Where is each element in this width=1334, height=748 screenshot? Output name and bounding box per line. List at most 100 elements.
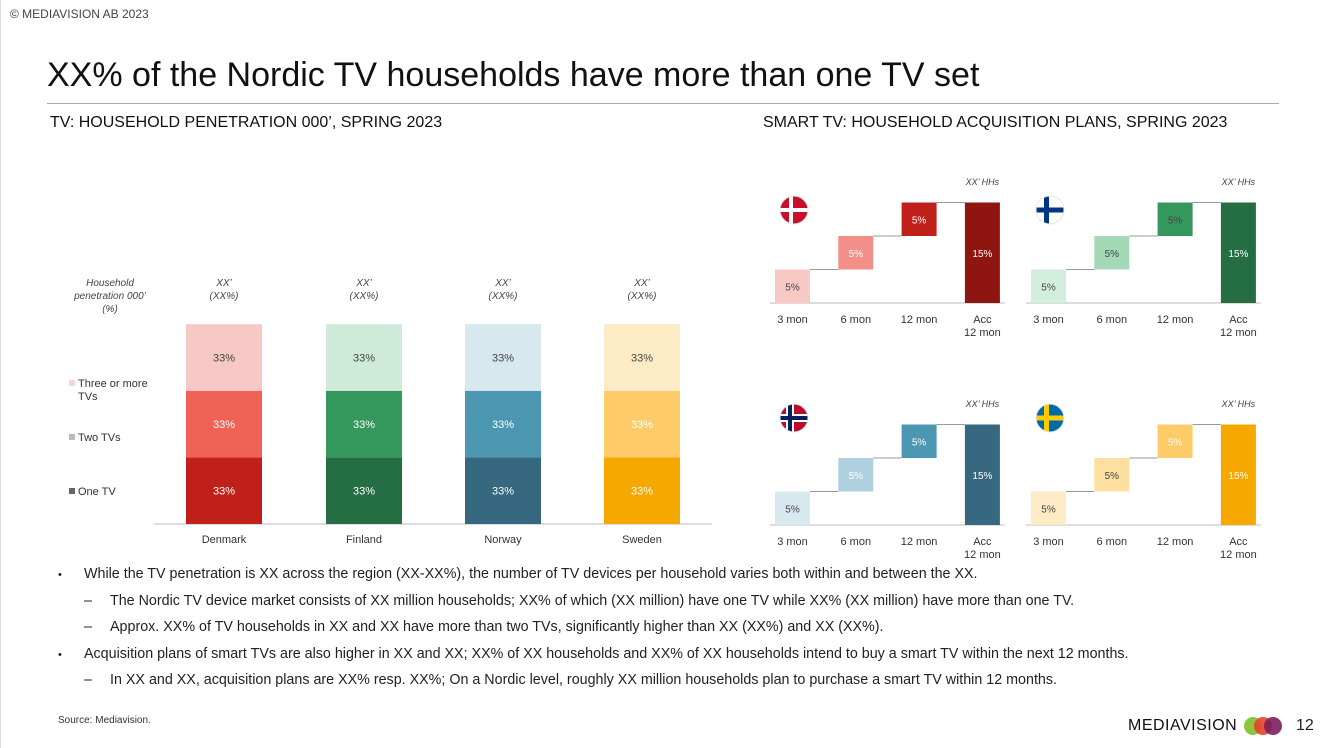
unit-label: XX’ HHs [965, 177, 1000, 187]
waterfall-data-label: 5% [849, 249, 864, 260]
waterfall-bar [1157, 202, 1193, 236]
bullet-marker: – [84, 592, 92, 609]
bullet-item: – The Nordic TV device market consists of… [58, 593, 1288, 620]
total-label: (XX%) [210, 291, 239, 302]
waterfall-data-label: 5% [1105, 249, 1120, 260]
legend-one-tv-swatch [69, 488, 75, 494]
bullet-item: – In XX and XX, acquisition plans are XX%… [58, 672, 1288, 699]
bar-data-label: 33% [631, 419, 653, 431]
denmark-flag-icon [779, 195, 809, 225]
mediavision-logo-text: MEDIAVISION [1128, 717, 1238, 734]
flag-body [1036, 196, 1064, 224]
flag-cross-h [1036, 415, 1064, 421]
acquisition-chart-heading: SMART TV: HOUSEHOLD ACQUISITION PLANS, S… [763, 114, 1228, 131]
waterfall-category-label: 12 mon [1220, 549, 1257, 561]
mediavision-logo-icon [1244, 717, 1284, 735]
waterfall-data-label: 5% [1168, 215, 1183, 226]
header-label-line: Household [86, 278, 134, 289]
waterfall-bar [1031, 491, 1066, 525]
waterfall-data-label: 15% [972, 471, 992, 482]
legend-two-tvs: Two TVs [78, 432, 121, 444]
bullet-text: The Nordic TV device market consists of … [110, 592, 1075, 609]
bullet-marker: • [58, 648, 62, 661]
waterfall-data-label: 15% [972, 249, 992, 260]
waterfall-category-label: 6 mon [1097, 314, 1128, 326]
total-label: XX’ [494, 278, 511, 289]
waterfall-data-label: 5% [1041, 504, 1056, 515]
bar-data-label: 33% [492, 419, 514, 431]
total-label: XX’ [355, 278, 372, 289]
bullet-marker: – [84, 619, 92, 635]
waterfall-category-label: 6 mon [841, 536, 872, 548]
waterfall-data-label: 5% [912, 437, 927, 448]
waterfall-category-label: 3 mon [1033, 536, 1064, 548]
waterfall-category-label: Acc [1229, 536, 1248, 548]
bar-segment [604, 390, 680, 458]
bar-segment [326, 324, 402, 391]
bullet-text: Acquisition plans of smart TVs are also … [84, 645, 1129, 662]
title-divider [47, 103, 1279, 104]
bar-segment [604, 324, 680, 391]
waterfall-category-label: 12 mon [901, 536, 938, 548]
waterfall-bar [1094, 458, 1130, 492]
legend-three-or-more-cont: TVs [78, 391, 98, 403]
bar-data-label: 33% [492, 486, 514, 498]
waterfall-category-label: 12 mon [964, 327, 1001, 339]
waterfall-data-label: 5% [1105, 471, 1120, 482]
waterfall-bar [1094, 236, 1130, 270]
waterfall-data-label: 5% [785, 282, 800, 293]
bullet-marker: – [84, 672, 92, 688]
unit-label: XX’ HHs [1221, 177, 1256, 187]
bar-segment [186, 457, 262, 524]
bullet-text: In XX and XX, acquisition plans are XX% … [110, 672, 1057, 688]
waterfall-category-label: 3 mon [777, 314, 808, 326]
flag-ring [779, 403, 809, 433]
total-label: (XX%) [350, 291, 379, 302]
bar-segment [465, 457, 541, 524]
flag-body [780, 404, 808, 432]
total-label: XX’ [215, 278, 232, 289]
sweden-flag-icon [1035, 403, 1065, 433]
header-label-line: penetration 000’ [73, 291, 147, 302]
waterfall-category-label: Acc [1229, 314, 1248, 326]
bullet-item: – Approx. XX% of TV households in XX and … [58, 619, 1288, 646]
waterfall-category-label: Acc [973, 314, 992, 326]
flag-ring [1035, 195, 1065, 225]
flag-cross-v [1044, 196, 1049, 224]
flag-cross-h [780, 208, 808, 212]
waterfall-bar [775, 269, 810, 303]
waterfall-category-label: 12 mon [1157, 314, 1194, 326]
legend-three-or-more-swatch [69, 380, 75, 386]
category-label: Sweden [622, 534, 662, 546]
category-label: Norway [484, 534, 522, 546]
bar-data-label: 33% [213, 353, 235, 365]
flag-cross-h [780, 416, 808, 420]
legend-two-tvs-swatch [69, 434, 75, 440]
waterfall-category-label: 12 mon [1220, 327, 1257, 339]
flag-cross-v [1044, 404, 1049, 432]
total-label: (XX%) [628, 291, 657, 302]
category-label: Denmark [202, 534, 247, 546]
waterfall-category-label: 6 mon [841, 314, 872, 326]
penetration-chart-heading: TV: HOUSEHOLD PENETRATION 000’, SPRING 2… [50, 114, 443, 131]
bullet-item: • Acquisition plans of smart TVs are also… [58, 646, 1288, 673]
bar-segment [186, 324, 262, 391]
commentary-bullets: • While the TV penetration is XX across t… [58, 566, 1288, 699]
bar-data-label: 33% [353, 353, 375, 365]
bar-segment [326, 457, 402, 524]
bar-data-label: 33% [492, 353, 514, 365]
waterfall-category-label: 6 mon [1097, 536, 1128, 548]
copyright-text: © MEDIAVISION AB 2023 [10, 7, 149, 21]
waterfall-bar [838, 236, 874, 270]
flag-cross-v [789, 196, 793, 224]
bullet-text: While the TV penetration is XX across th… [84, 566, 978, 582]
bullet-item: • While the TV penetration is XX across t… [58, 566, 1288, 593]
bar-data-label: 33% [631, 353, 653, 365]
total-label: (XX%) [489, 291, 518, 302]
bar-segment [604, 457, 680, 524]
source-note: Source: Mediavision. [58, 715, 151, 726]
header-label-line: (%) [102, 304, 118, 315]
waterfall-bar [964, 424, 1000, 525]
norway-flag-icon [779, 403, 809, 433]
